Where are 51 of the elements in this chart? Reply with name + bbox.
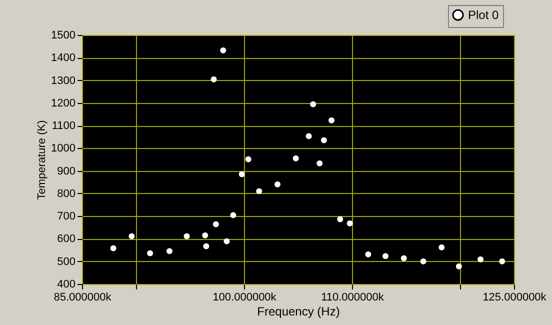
point	[337, 216, 344, 222]
point	[220, 47, 226, 54]
point	[499, 258, 506, 264]
point	[346, 220, 353, 226]
point	[147, 250, 154, 256]
point	[478, 256, 484, 262]
y-tick-label: 1400	[51, 52, 76, 64]
y-axis-title: Temperature (K)	[36, 120, 48, 200]
y-tick-label: 800	[57, 188, 76, 200]
point	[320, 137, 327, 144]
y-tick-label: 1000	[51, 142, 76, 155]
y-tick-label: 1200	[51, 97, 76, 110]
point	[365, 251, 372, 258]
point	[306, 133, 312, 140]
x-tick-label: 100.000000k	[212, 292, 277, 304]
point	[184, 233, 190, 240]
y-tick-label: 400	[57, 278, 76, 290]
y-tick-label: 700	[57, 210, 76, 223]
y-tick-label: 1300	[51, 74, 76, 87]
point	[110, 245, 116, 252]
point	[203, 243, 210, 250]
x-tick-label: 110.000000k	[321, 292, 384, 304]
x-tick-label: 125.000000k	[482, 292, 547, 304]
point	[128, 233, 135, 240]
point	[438, 244, 445, 250]
x-axis-title: Frequency (Hz)	[257, 304, 340, 318]
point	[328, 117, 334, 124]
point	[245, 156, 252, 162]
point	[382, 253, 388, 260]
x-tick-label: 85.000000k	[54, 292, 112, 304]
point	[316, 160, 323, 166]
point	[456, 263, 462, 270]
point	[400, 255, 407, 262]
y-tick-label: 500	[57, 256, 76, 268]
y-tick-label: 900	[57, 165, 76, 178]
point	[238, 171, 245, 178]
point	[310, 101, 316, 108]
y-tick-label: 1100	[52, 120, 76, 132]
point	[256, 188, 262, 194]
point	[292, 155, 299, 162]
point	[166, 248, 172, 254]
point	[210, 76, 217, 82]
point	[224, 238, 230, 244]
legend-label: Plot 0	[468, 8, 500, 22]
point	[202, 232, 208, 238]
point	[420, 258, 426, 264]
point	[230, 212, 236, 218]
y-tick-label: 1500	[51, 30, 76, 42]
y-tick-label: 600	[57, 233, 76, 246]
point	[212, 221, 219, 228]
point	[274, 181, 280, 188]
